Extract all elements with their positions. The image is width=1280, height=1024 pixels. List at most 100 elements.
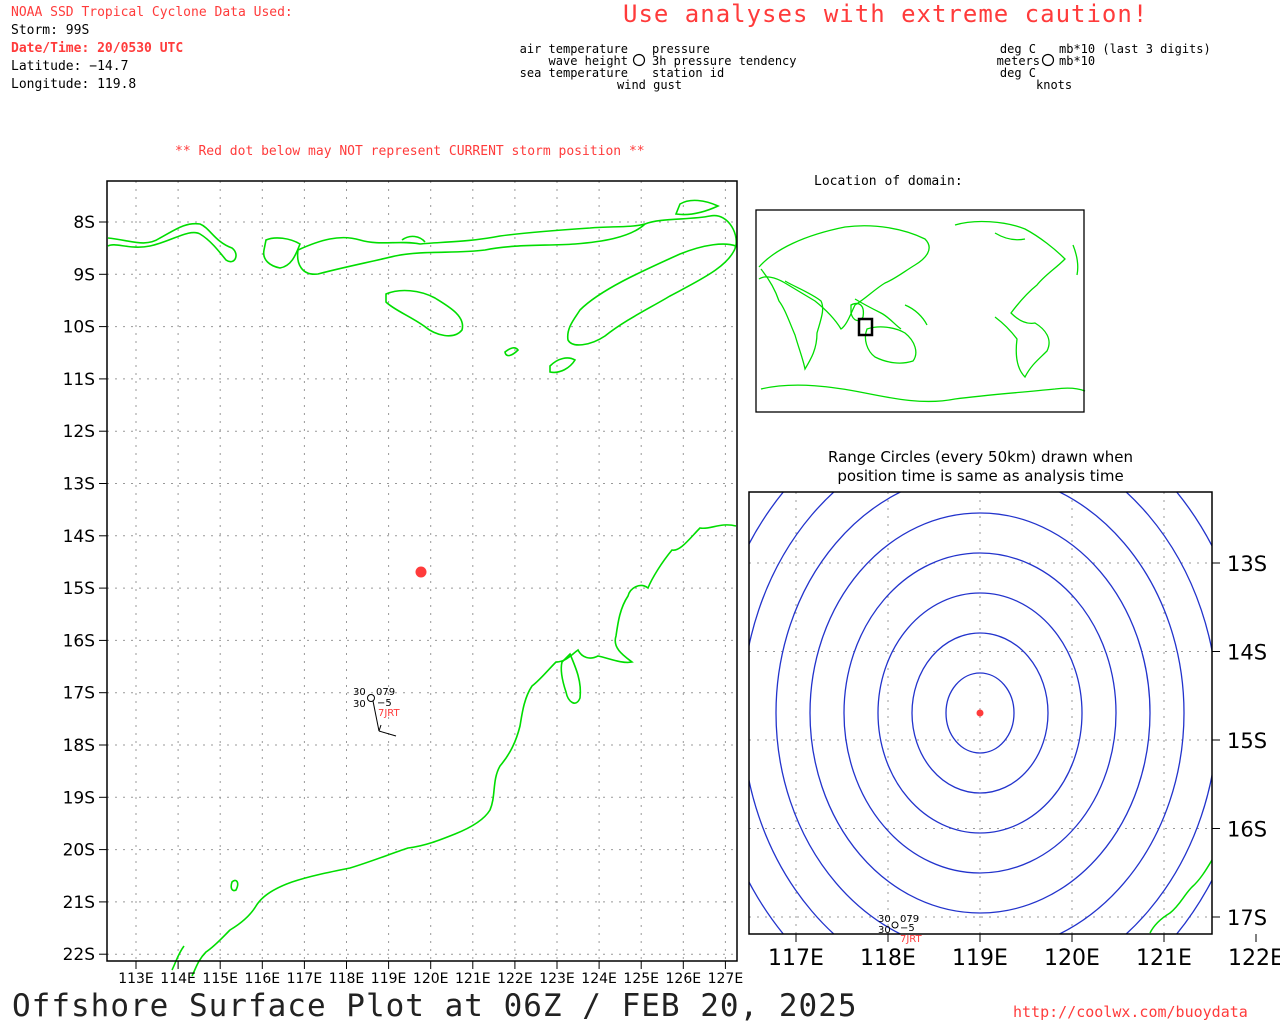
main-lat-label: 18S [63,736,95,756]
legend-meters: meters [996,54,1040,68]
range-circle [740,485,1280,975]
main-lon-label: 124E [581,971,617,987]
legend-station-id: station id [652,66,725,80]
legend-deg-c-top: deg C [999,42,1036,56]
range-storm-dot [976,709,984,717]
main-lat-label: 12S [63,422,95,442]
main-lat-label: 15S [63,579,95,599]
legend-air-temperature: air temperature [519,42,628,56]
main-lon-label: 126E [666,971,702,987]
station-tendency: −5 [377,698,392,709]
range-map-coastlines [1149,859,1212,934]
header-title: NOAA SSD Tropical Cyclone Data Used: [11,5,293,20]
footer-plot-title: Offshore Surface Plot at 06Z / FEB 20, 2… [12,988,858,1024]
range-circles-title-line2: position time is same as analysis time [837,467,1124,485]
range-station-plot-7jrt: 30 30 079 −5 7JRT [878,914,923,945]
main-map-grid [99,181,737,969]
main-lon-label: 123E [539,971,575,987]
caution-banner: Use analyses with extreme caution! [623,0,1149,28]
main-lon-label: 115E [202,971,238,987]
storm-name: Storm: 99S [11,23,90,38]
footer-url-link[interactable]: http://coolwx.com/buoydata [1013,1003,1248,1021]
legend-mb-last3: mb*10 (last 3 digits) [1059,42,1211,56]
world-coastlines [758,220,1086,403]
main-map-lat-labels: 8S 9S 10S 11S 12S 13S 14S 15S 16S 17S 18S 19S 20S 21S… [63,213,95,965]
main-lon-label: 125E [623,971,659,987]
station-plot-7jrt: 30 30 079 −5 7JRT [353,687,401,737]
range-circle [843,552,1117,874]
main-lat-label: 14S [63,527,95,547]
world-map-frame [755,209,1085,413]
range-circle [775,492,1185,934]
range-circle [749,492,1212,934]
range-circles-title: Range Circles (every 50km) drawn when po… [749,448,1212,486]
legend-deg-c-bottom: deg C [999,66,1036,80]
range-lat-label: 17S [1227,906,1267,930]
main-map-coastlines [107,199,737,977]
legend-sea-temperature: sea temperature [519,66,628,80]
range-circle [809,512,1151,914]
main-lon-label: 116E [245,971,281,987]
range-circle [945,672,1015,754]
red-dot-warning: ** Red dot below may NOT represent CURRE… [175,144,645,159]
legend-pressure-tendency: 3h pressure tendency [652,54,797,68]
range-map-grid [749,492,1212,934]
range-station-id: 7JRT [900,934,923,945]
legend-wind-gust: wind gust [617,78,683,92]
main-map-lon-labels: 113E 114E 115E 116E 117E 118E 119E 120E 121E 122E… [118,971,743,987]
range-circles-group [740,485,1280,975]
storm-position-dot [415,566,427,578]
location-of-domain-label: Location of domain: [814,174,963,189]
station-pressure: 079 [376,687,395,698]
main-lat-label: 9S [73,265,95,285]
station-air-temp: 30 [353,687,366,698]
legend-station-circle-icon [632,53,646,67]
main-lon-label: 114E [160,971,196,987]
main-map-frame [106,180,738,962]
storm-datetime: Date/Time: 20/0530 UTC [11,41,184,56]
legend-pressure: pressure [652,42,710,56]
range-circles-title-line1: Range Circles (every 50km) drawn when [828,448,1133,466]
range-circles-map: 30 30 079 −5 7JRT 13S 14S 15S 16S 17S 117E 11… [740,485,1280,975]
world-locator-map [755,209,1086,413]
main-lat-label: 10S [63,318,95,338]
range-station-pressure: 079 [900,914,919,925]
main-lat-label: 17S [63,684,95,704]
storm-latitude: Latitude: −14.7 [11,59,129,74]
range-station-air-temp: 30 [878,914,891,925]
main-lat-label: 16S [63,631,95,651]
main-lat-label: 13S [63,475,95,495]
legend-wave-height: wave height [548,54,628,68]
range-lon-label: 118E [860,946,916,971]
range-station-sea-temp: 30 [878,925,891,936]
range-lat-label: 13S [1227,552,1267,576]
range-lat-label: 15S [1227,729,1267,753]
main-map: 30 30 079 −5 7JRT 8S 9S 10S 11S 12S 13S 14S 15S… [63,180,743,987]
main-lon-label: 117E [287,971,323,987]
main-lon-label: 121E [455,971,491,987]
range-lat-label: 14S [1227,641,1267,665]
station-sea-temp: 30 [353,699,366,710]
main-lat-label: 11S [63,370,95,390]
main-lat-label: 8S [73,213,95,233]
legend-mb10: mb*10 [1059,54,1096,68]
main-lon-label: 118E [329,971,365,987]
range-lon-label: 119E [952,946,1008,971]
main-lat-label: 21S [63,893,95,913]
range-lon-label: 122E [1228,946,1280,971]
range-station-tendency: −5 [900,923,915,934]
range-lon-label: 117E [768,946,824,971]
main-lon-label: 119E [371,971,407,987]
main-lat-label: 19S [63,788,95,808]
range-map-lat-labels: 13S 14S 15S 16S 17S [1212,552,1267,930]
main-lon-label: 122E [497,971,533,987]
storm-longitude: Longitude: 119.8 [11,77,137,92]
range-circle [911,632,1049,794]
station-id: 7JRT [378,708,401,719]
range-lon-label: 121E [1136,946,1192,971]
range-lat-label: 16S [1227,818,1267,842]
main-lon-label: 127E [708,971,744,987]
main-lat-label: 22S [63,945,95,965]
legend-units-circle-icon [1041,53,1055,67]
